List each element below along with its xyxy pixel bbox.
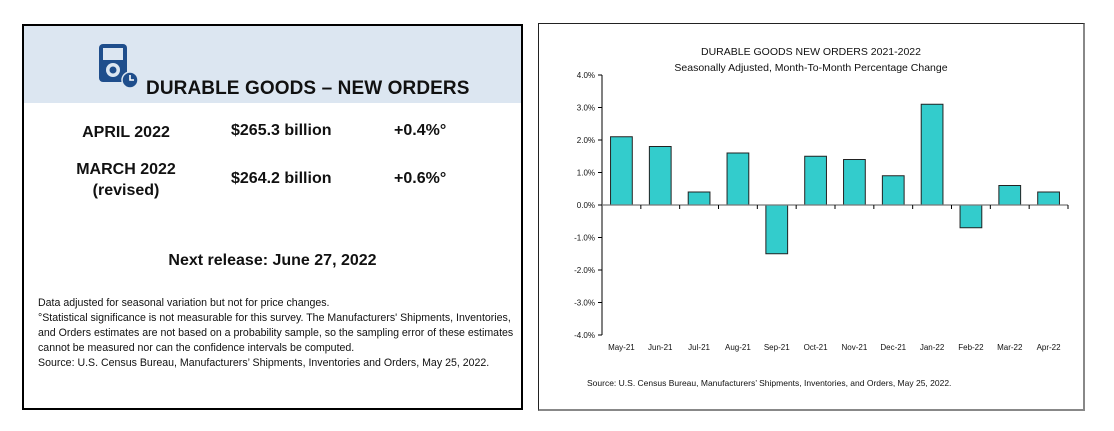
bar-mar-22 xyxy=(998,185,1022,206)
x-tick-label: Apr-22 xyxy=(1037,343,1062,352)
summary-header: DURABLE GOODS – NEW ORDERS xyxy=(24,26,521,103)
footnote-seasonal: Data adjusted for seasonal variation but… xyxy=(38,297,330,309)
x-tick-label: Aug-21 xyxy=(725,343,751,352)
stat-value: $265.3 billion xyxy=(231,122,332,139)
bar-may-21 xyxy=(610,136,633,206)
x-tick-label: Jul-21 xyxy=(688,343,710,352)
y-tick-label: 3.0% xyxy=(577,104,595,113)
y-tick-label: -3.0% xyxy=(574,299,595,308)
x-tick-label: Jan-22 xyxy=(920,343,945,352)
chart-panel: DURABLE GOODS NEW ORDERS 2021-2022 Seaso… xyxy=(538,23,1085,411)
bar-aug-21 xyxy=(726,152,750,206)
bar-apr-22 xyxy=(1037,191,1060,206)
stat-period: MARCH 2022 (revised) xyxy=(46,159,206,201)
footnotes: Data adjusted for seasonal variation but… xyxy=(38,296,516,371)
y-tick-label: 2.0% xyxy=(577,136,595,145)
footnote-significance: °Statistical significance is not measura… xyxy=(38,312,514,354)
y-tick-label: -2.0% xyxy=(574,266,595,275)
stat-value: $264.2 billion xyxy=(231,170,332,187)
y-tick-label: -1.0% xyxy=(574,234,595,243)
x-tick-label: Feb-22 xyxy=(958,343,984,352)
bar-nov-21 xyxy=(843,159,866,206)
summary-panel: DURABLE GOODS – NEW ORDERS APRIL 2022 $2… xyxy=(22,24,523,410)
y-tick-label: -4.0% xyxy=(574,331,595,340)
chart-subtitle: Seasonally Adjusted, Month-To-Month Perc… xyxy=(674,62,948,74)
y-tick-label: 1.0% xyxy=(577,169,595,178)
device-clock-icon xyxy=(97,43,143,89)
next-release: Next release: June 27, 2022 xyxy=(168,252,377,269)
summary-title: DURABLE GOODS – NEW ORDERS xyxy=(146,78,470,99)
bar-sep-21 xyxy=(765,204,789,255)
stat-change: +0.6%° xyxy=(394,170,447,187)
x-tick-label: Sep-21 xyxy=(764,343,790,352)
stat-period-note: (revised) xyxy=(92,182,160,199)
y-tick-label: 4.0% xyxy=(577,71,595,80)
stat-change: +0.4%° xyxy=(394,122,447,139)
bar-jul-21 xyxy=(687,191,711,206)
x-tick-label: May-21 xyxy=(608,343,635,352)
y-tick-label: 0.0% xyxy=(577,201,595,210)
stat-period: APRIL 2022 xyxy=(82,124,170,141)
footnote-source: Source: U.S. Census Bureau, Manufacturer… xyxy=(38,357,490,369)
stat-period-name: MARCH 2022 xyxy=(76,161,176,178)
bar-chart: 4.0% 3.0% 2.0% 1.0% 0.0% -1.0% -2.0% -3.0% -4.0%… xyxy=(574,71,1069,352)
chart-source: Source: U.S. Census Bureau, Manufacturer… xyxy=(587,378,952,388)
bar-feb-22 xyxy=(959,204,983,229)
x-tick-label: Oct-21 xyxy=(804,343,829,352)
bar-jan-22 xyxy=(920,103,944,206)
x-tick-label: Jun-21 xyxy=(648,343,673,352)
bar-dec-21 xyxy=(881,175,905,206)
chart-title: DURABLE GOODS NEW ORDERS 2021-2022 xyxy=(701,46,921,58)
x-tick-label: Dec-21 xyxy=(880,343,906,352)
bar-jun-21 xyxy=(648,146,672,206)
bar-oct-21 xyxy=(804,155,827,206)
x-tick-label: Mar-22 xyxy=(997,343,1023,352)
x-tick-label: Nov-21 xyxy=(842,343,868,352)
